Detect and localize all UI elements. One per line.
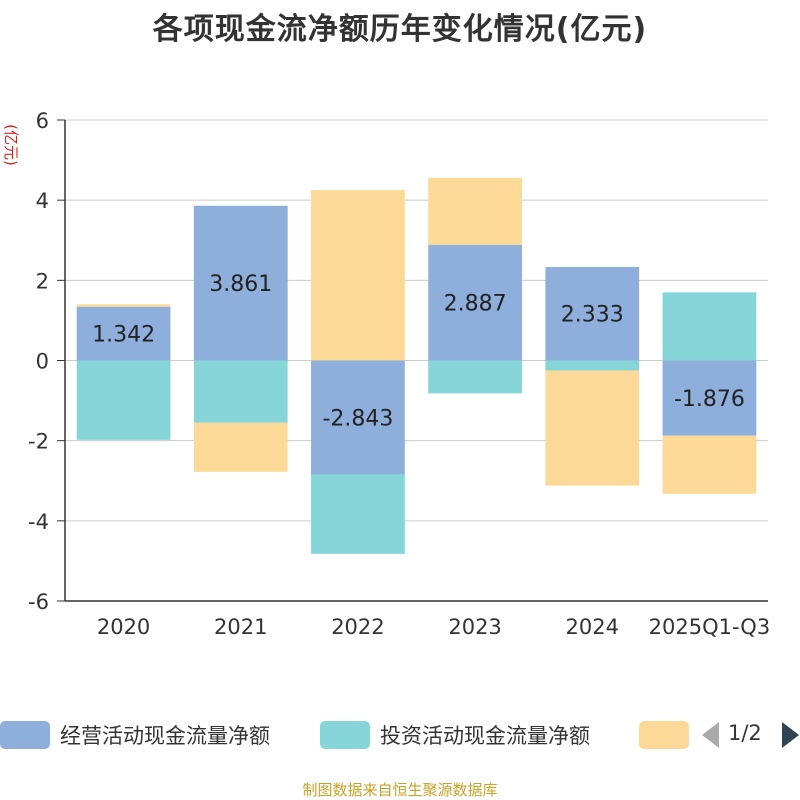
pager-page-indicator: 1/2: [728, 721, 762, 745]
x-tick-label: 2021: [214, 615, 267, 639]
y-tick-label: -2: [28, 430, 49, 454]
y-tick-label: -4: [28, 510, 49, 534]
bar-segment-series-0-2020[interactable]: [76, 306, 171, 361]
bar-segment-series-1-2024[interactable]: [545, 360, 640, 371]
legend-pager: 1/2: [700, 716, 800, 754]
bar-segment-series-1-2022[interactable]: [311, 474, 405, 554]
legend-swatch-operating: [0, 721, 50, 749]
data-label: -2.843: [322, 406, 393, 431]
bar-segment-series-1-2023[interactable]: [428, 360, 522, 394]
y-tick-label: -6: [28, 590, 49, 614]
bar-segment-series-0-2023[interactable]: [428, 244, 522, 361]
bars: [76, 177, 757, 554]
bar-segment-series-2-2025Q1-Q3[interactable]: [662, 435, 757, 494]
legend-item-operating[interactable]: 经营活动现金流量净额: [0, 716, 270, 754]
bar-segment-series-1-2025Q1-Q3[interactable]: [662, 292, 757, 361]
x-tick-label: 2022: [331, 615, 384, 639]
legend-label-investing: 投资活动现金流量净额: [380, 724, 590, 748]
data-labels: 1.342 3.861 -2.843 2.887 2.333 -1.876: [92, 272, 745, 431]
data-label: 3.861: [209, 272, 272, 297]
y-tick-label: 0: [36, 350, 49, 374]
x-tick-label: 2024: [566, 615, 619, 639]
bar-segment-series-0-2022[interactable]: [311, 360, 405, 475]
bar-segment-series-0-2021[interactable]: [193, 205, 288, 361]
legend-swatch-investing: [320, 721, 370, 749]
bar-segment-series-0-2025Q1-Q3[interactable]: [662, 360, 757, 436]
chart-title: 各项现金流净额历年变化情况(亿元): [152, 12, 648, 47]
bar-segment-series-1-2020[interactable]: [76, 360, 171, 440]
x-tick-label: 2025Q1-Q3: [649, 615, 771, 639]
bar-segment-series-2-2021[interactable]: [193, 422, 288, 472]
legend: 经营活动现金流量净额 投资活动现金流量净额: [0, 716, 800, 754]
y-tick-label: 4: [36, 189, 49, 213]
legend-swatch-financing: [639, 721, 689, 749]
data-label: 1.342: [92, 323, 155, 348]
legend-label-operating: 经营活动现金流量净额: [60, 724, 270, 748]
pager-next-icon[interactable]: [782, 722, 799, 748]
data-label: -1.876: [674, 387, 745, 412]
bar-segment-series-0-2024[interactable]: [545, 266, 640, 361]
y-axis-title: (亿元): [2, 124, 20, 166]
y-tick-label: 6: [36, 109, 49, 133]
source-note: 制图数据来自恒生聚源数据库: [302, 781, 498, 799]
bar-segment-series-2-2024[interactable]: [545, 370, 640, 486]
x-tick-label: 2020: [97, 615, 150, 639]
y-tick-label: 2: [36, 269, 49, 293]
data-label: 2.887: [444, 292, 507, 317]
x-tick-label: 2023: [448, 615, 501, 639]
bar-segment-series-1-2021[interactable]: [193, 360, 288, 423]
axes: -6 -4 -2 0 2 4 6 2020 2021 2022 2023 2024 2025Q1-Q3: [28, 109, 770, 639]
data-label: 2.333: [561, 303, 624, 328]
bar-segment-series-2-2022[interactable]: [311, 190, 405, 361]
grid-lines: [65, 119, 768, 522]
pager-prev-icon[interactable]: [702, 722, 719, 748]
legend-item-investing[interactable]: 投资活动现金流量净额: [320, 716, 590, 754]
bar-segment-series-2-2020[interactable]: [76, 304, 171, 307]
bar-segment-series-2-2023[interactable]: [428, 177, 522, 245]
legend-item-financing[interactable]: [639, 716, 689, 754]
